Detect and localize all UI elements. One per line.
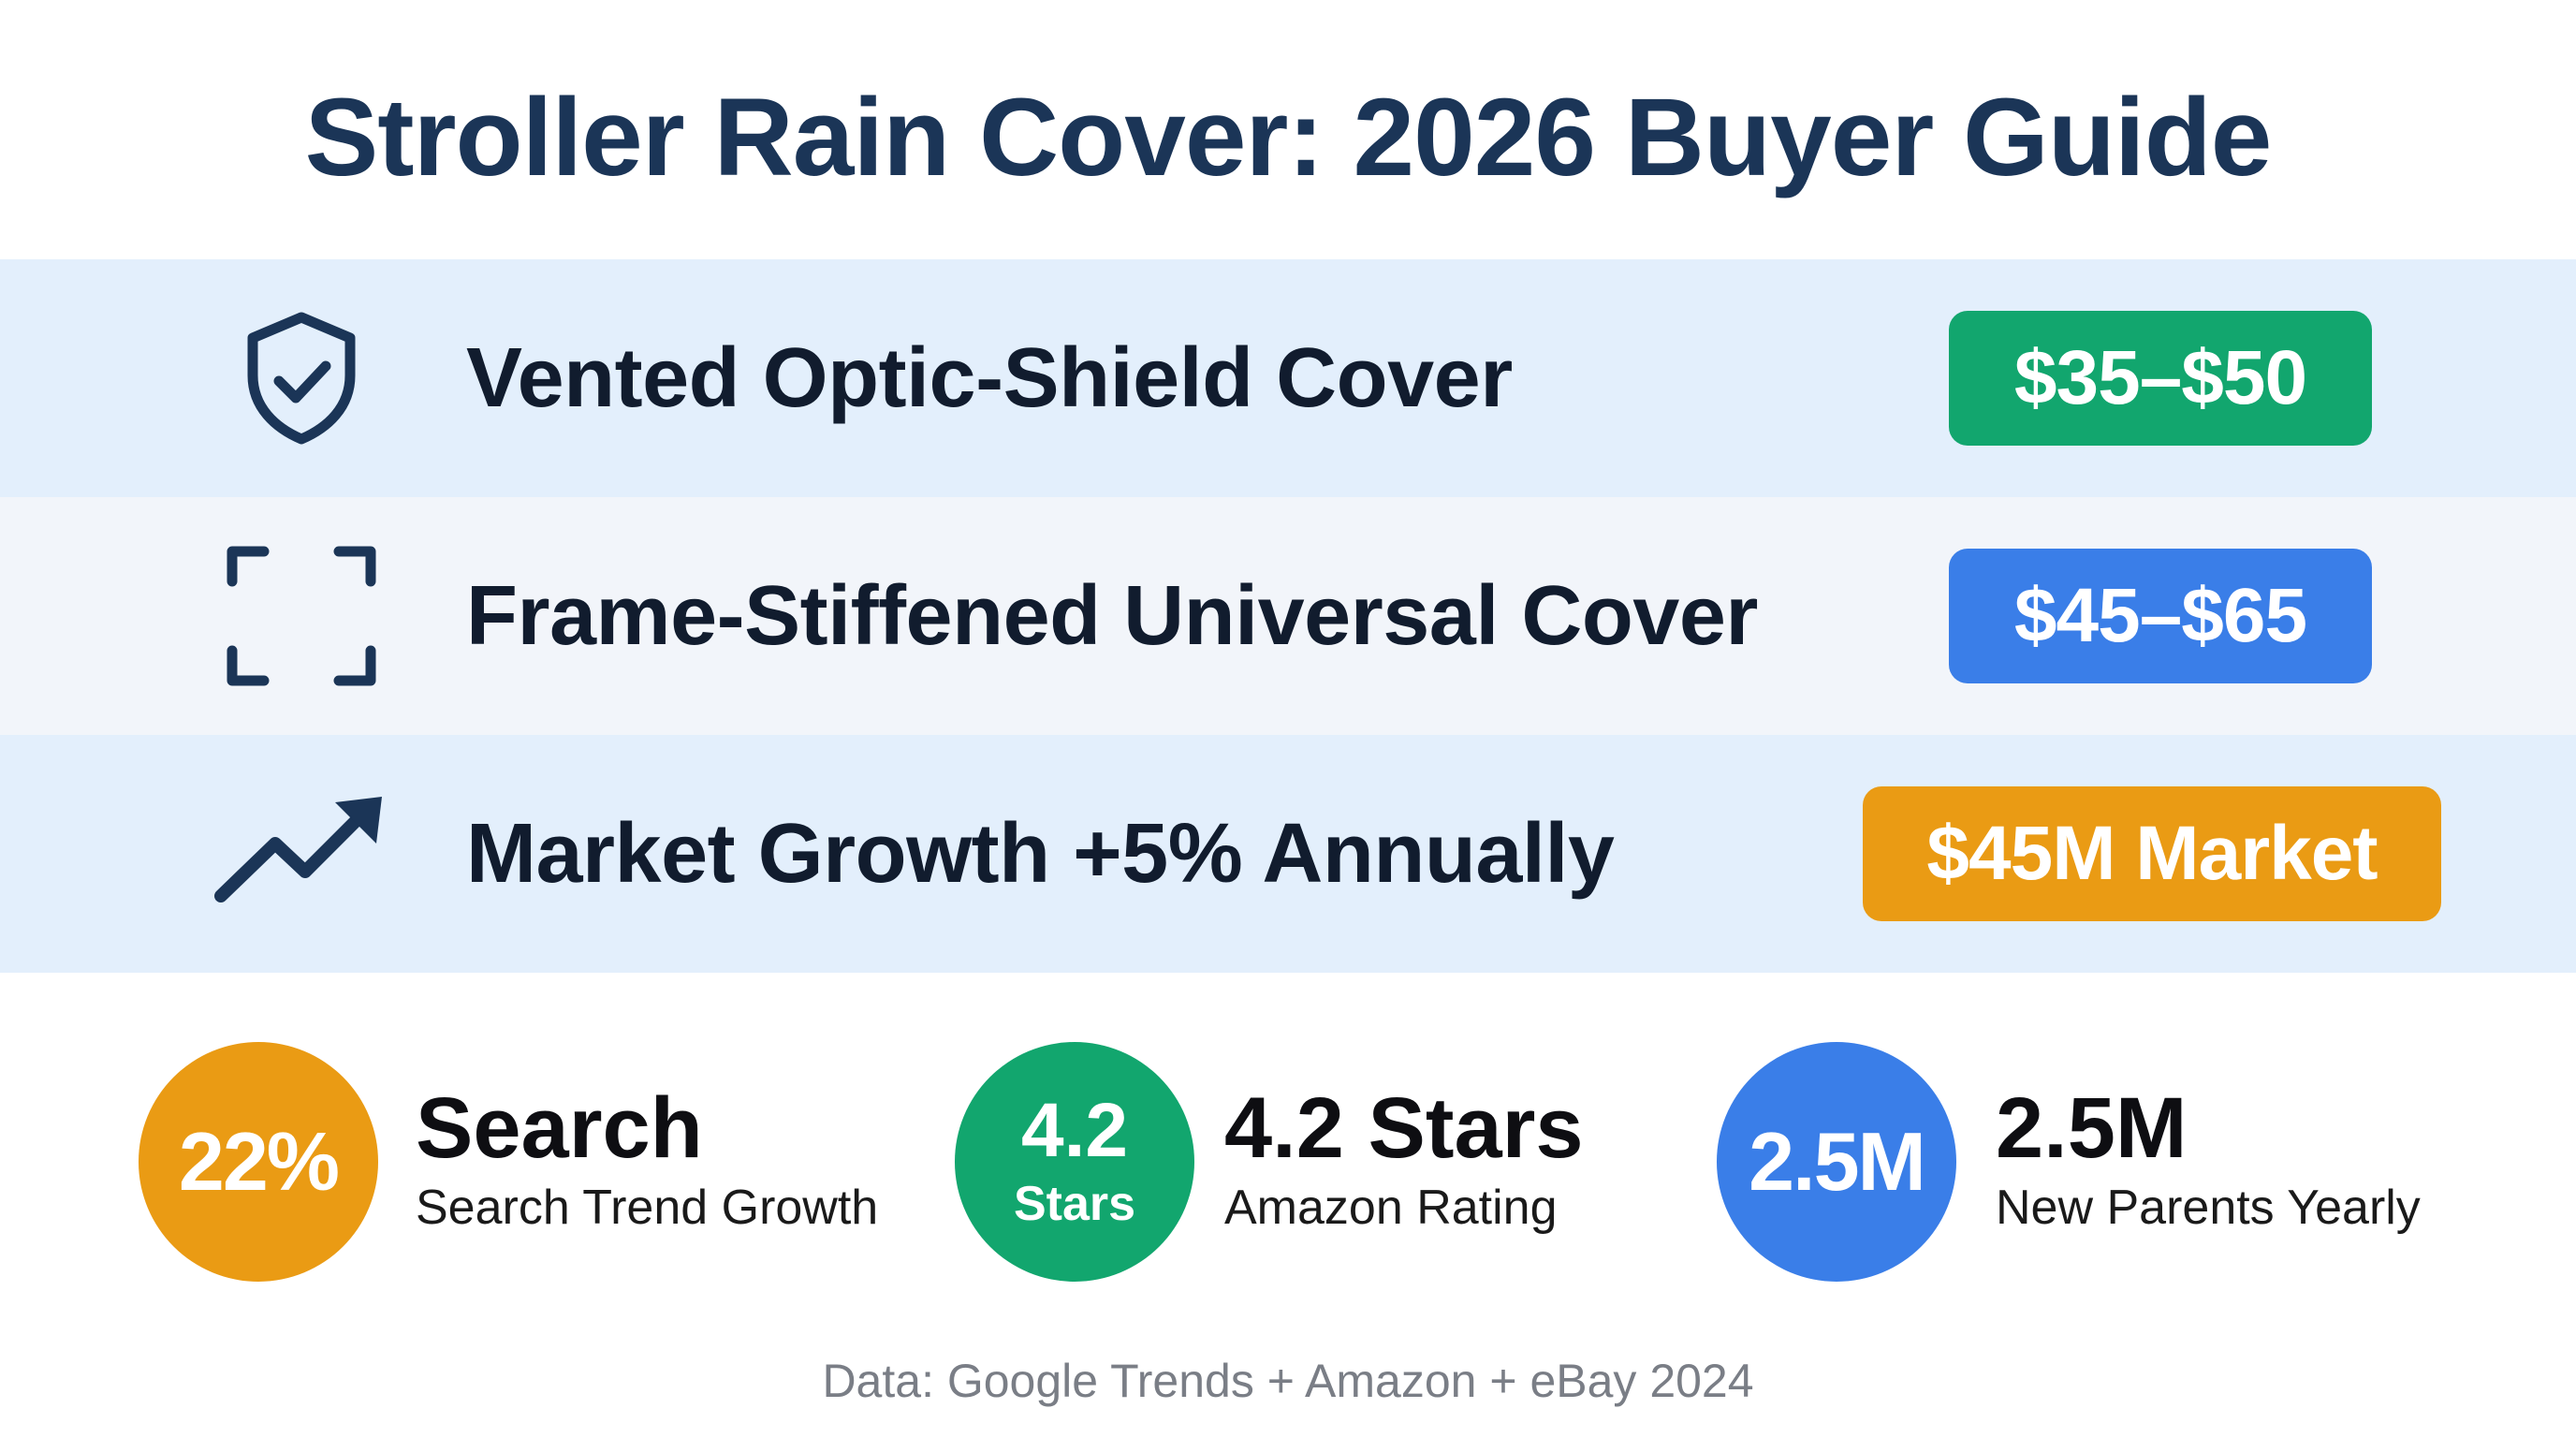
circle-value: 22% (178, 1115, 340, 1208)
trending-up-icon (208, 784, 395, 924)
product-row-universal-cover: Frame-Stiffened Universal Cover $45–$65 (0, 497, 2576, 735)
circle-unit: Stars (1013, 1177, 1136, 1231)
price-badge: $35–$50 (1949, 311, 2372, 446)
market-growth-row: Market Growth +5% Annually $45M Market (0, 735, 2576, 973)
product-label: Frame-Stiffened Universal Cover (466, 569, 1758, 663)
stat-subtitle: Search Trend Growth (416, 1181, 879, 1235)
circle-value: 4.2 (1021, 1088, 1128, 1173)
stat-heading: 2.5M (1996, 1080, 2188, 1176)
page-title: Stroller Rain Cover: 2026 Buyer Guide (304, 76, 2273, 199)
price-badge: $45–$65 (1949, 549, 2372, 683)
stat-heading: 4.2 Stars (1224, 1080, 1584, 1176)
shield-check-icon (208, 308, 395, 448)
stat-heading: Search (416, 1080, 703, 1176)
product-label: Vented Optic-Shield Cover (466, 331, 1513, 425)
new-parents-circle: 2.5M (1717, 1042, 1956, 1282)
product-row-vented-cover: Vented Optic-Shield Cover $35–$50 (0, 259, 2576, 497)
circle-value: 2.5M (1749, 1115, 1926, 1208)
stat-subtitle: Amazon Rating (1224, 1181, 1558, 1235)
market-growth-label: Market Growth +5% Annually (466, 807, 1615, 901)
search-growth-circle: 22% (139, 1042, 378, 1282)
rating-circle: 4.2 Stars (955, 1042, 1194, 1282)
data-source-footer: Data: Google Trends + Amazon + eBay 2024 (822, 1355, 1754, 1407)
market-size-badge: $45M Market (1863, 786, 2441, 921)
stat-subtitle: New Parents Yearly (1996, 1181, 2421, 1235)
frame-corners-icon (208, 546, 395, 686)
